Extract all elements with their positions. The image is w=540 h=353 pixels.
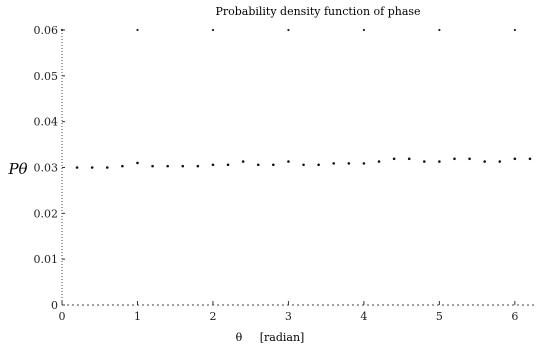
x-tick-top-mark xyxy=(136,28,139,32)
data-point xyxy=(528,157,532,161)
data-point xyxy=(302,163,305,167)
data-point xyxy=(166,164,169,168)
data-point xyxy=(287,160,290,163)
x-axis-label: θ [radian] xyxy=(236,331,305,344)
y-tick-label: 0.06 xyxy=(34,24,59,37)
x-tick-top-mark xyxy=(362,28,366,32)
data-point xyxy=(90,166,94,169)
x-tick-label: 5 xyxy=(436,310,443,323)
data-point xyxy=(483,160,486,163)
chart-title: Probability density function of phase xyxy=(215,5,420,18)
data-point xyxy=(407,157,411,161)
axes xyxy=(61,30,536,306)
data-point xyxy=(347,162,351,165)
data-point xyxy=(468,157,471,161)
y-tick-label: 0.03 xyxy=(34,162,59,175)
x-tick-top-mark xyxy=(438,28,441,32)
x-tick-label: 2 xyxy=(209,310,216,323)
data-points xyxy=(75,157,532,169)
y-tick-label: 0.05 xyxy=(34,70,59,83)
data-point xyxy=(392,157,396,161)
y-tick-label: 0 xyxy=(51,299,58,312)
x-axis-unit: [radian] xyxy=(260,331,305,344)
x-tick-label: 6 xyxy=(511,310,518,323)
y-tick-labels: 0 0.01 0.02 0.03 0.04 0.05 0.06 xyxy=(34,24,65,312)
data-point xyxy=(105,166,109,169)
x-tick-labels: 0 1 2 3 4 5 6 xyxy=(59,28,518,323)
y-tick-label: 0.02 xyxy=(34,207,59,220)
y-tick-label: 0.04 xyxy=(34,116,59,129)
y-tick-label: 0.01 xyxy=(34,253,59,266)
data-point xyxy=(196,164,200,168)
y-axis-label: Pθ xyxy=(7,160,27,178)
x-tick-label: 1 xyxy=(134,310,141,323)
data-point xyxy=(498,160,502,163)
data-point xyxy=(181,164,185,168)
data-point xyxy=(317,163,320,167)
data-point xyxy=(136,161,139,165)
data-point xyxy=(453,157,456,161)
x-tick-label: 4 xyxy=(360,310,367,323)
data-point xyxy=(272,163,275,167)
data-point xyxy=(332,162,336,165)
x-tick-top-mark xyxy=(287,28,290,32)
x-tick-top-mark xyxy=(211,28,215,32)
data-point xyxy=(362,162,366,165)
x-tick-label: 3 xyxy=(285,310,292,323)
data-point xyxy=(151,164,154,168)
data-point xyxy=(422,160,426,163)
data-point xyxy=(211,163,215,167)
data-point xyxy=(513,157,517,161)
data-point xyxy=(241,160,245,163)
x-tick-top-mark xyxy=(513,28,516,32)
data-point xyxy=(256,163,260,167)
data-point xyxy=(438,160,441,163)
x-tick-label: 0 xyxy=(59,310,66,323)
data-point xyxy=(226,163,230,167)
data-point xyxy=(377,160,381,163)
data-point xyxy=(75,166,79,169)
data-point xyxy=(121,164,124,168)
x-tick-top-mark xyxy=(60,28,64,32)
x-axis-symbol: θ xyxy=(236,331,243,344)
